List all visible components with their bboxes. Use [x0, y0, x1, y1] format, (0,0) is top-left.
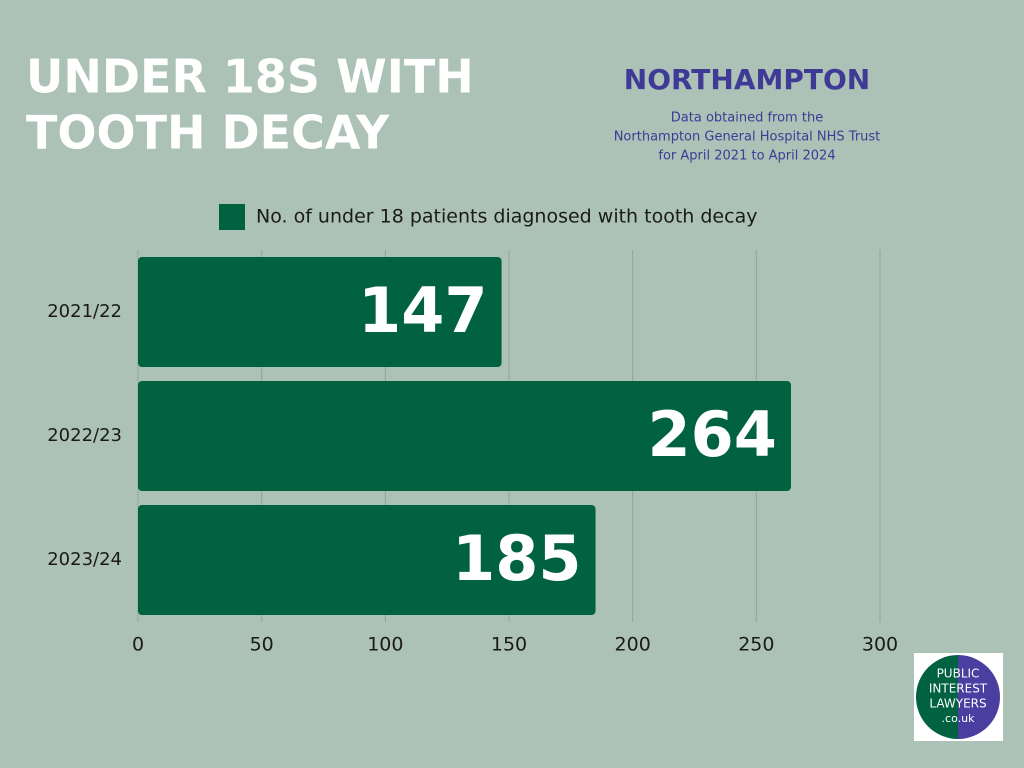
- logo-text: LAWYERS: [929, 697, 986, 711]
- y-tick-label: 2022/23: [47, 425, 122, 446]
- chart-title: UNDER 18S WITH: [26, 50, 474, 104]
- logo-text: .co.uk: [942, 712, 976, 725]
- logo: PUBLIC INTEREST LAWYERS .co.uk: [914, 653, 1003, 741]
- data-label: 147: [358, 274, 487, 347]
- subtitle: for April 2021 to April 2024: [658, 149, 835, 164]
- x-tick-label: 50: [250, 634, 274, 656]
- subtitle: Northampton General Hospital NHS Trust: [614, 130, 881, 145]
- x-tick-label: 0: [132, 634, 144, 656]
- y-tick-label: 2023/24: [47, 549, 122, 570]
- x-tick-label: 300: [862, 634, 898, 656]
- x-tick-label: 200: [615, 634, 651, 656]
- data-label: 264: [648, 398, 777, 471]
- subtitle: Data obtained from the: [671, 111, 823, 126]
- logo-text: INTEREST: [929, 682, 988, 696]
- x-tick-label: 100: [367, 634, 403, 656]
- x-tick-label: 250: [738, 634, 774, 656]
- x-tick-label: 150: [491, 634, 527, 656]
- bar: [138, 257, 502, 367]
- chart-title: TOOTH DECAY: [26, 106, 390, 160]
- logo-text: PUBLIC: [937, 667, 980, 681]
- data-label: 185: [452, 522, 581, 595]
- legend-label: No. of under 18 patients diagnosed with …: [256, 206, 757, 228]
- region-title: NORTHAMPTON: [624, 63, 870, 96]
- y-tick-label: 2021/22: [47, 301, 122, 322]
- bar: [138, 381, 791, 491]
- legend-swatch: [219, 204, 245, 230]
- bar: [138, 505, 596, 615]
